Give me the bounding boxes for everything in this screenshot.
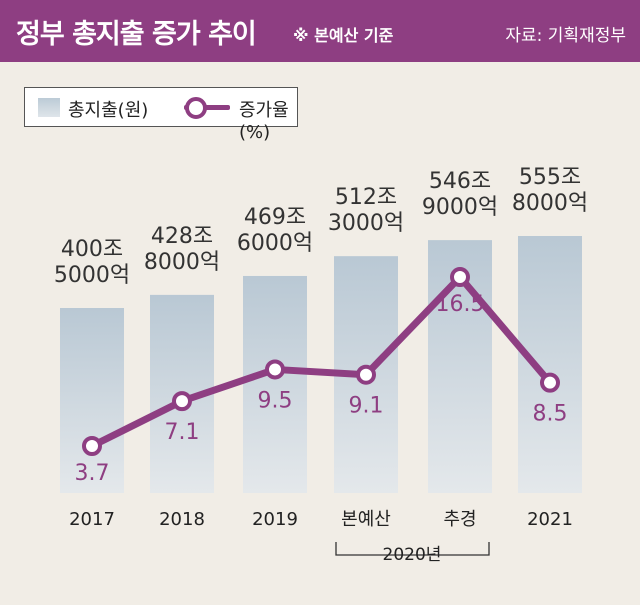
growth-line bbox=[90, 273, 553, 450]
bar-value-label: 8000억 bbox=[144, 250, 220, 275]
line-marker-icon bbox=[185, 97, 207, 119]
chart-source: 자료: 기획재정부 bbox=[505, 26, 626, 46]
growth-value-label: 8.5 bbox=[533, 402, 568, 427]
chart-title: 정부 총지출 증가 추이 bbox=[16, 19, 257, 50]
growth-value-label: 9.1 bbox=[349, 394, 384, 419]
growth-value-label: 7.1 bbox=[165, 420, 200, 445]
bar-value-label: 512조 bbox=[335, 185, 397, 210]
bar-value-label: 3000억 bbox=[328, 211, 404, 236]
growth-value-label: 9.5 bbox=[258, 388, 293, 413]
chart-note: ※ 본예산 기준 bbox=[293, 26, 394, 45]
growth-point-3 bbox=[356, 364, 376, 385]
bar-value-label: 546조 bbox=[429, 169, 491, 194]
legend-bar-label: 총지출(원) bbox=[68, 100, 149, 121]
bar-value-label: 555조 bbox=[519, 165, 581, 190]
growth-point-4 bbox=[450, 267, 470, 288]
category-label: 본예산 bbox=[341, 509, 391, 530]
growth-point-2 bbox=[265, 359, 285, 380]
bar-0 bbox=[60, 308, 124, 493]
category-label: 2019 bbox=[252, 509, 298, 530]
line-swatch-icon bbox=[184, 105, 230, 110]
growth-point-0 bbox=[82, 436, 102, 456]
group-bracket bbox=[335, 542, 490, 556]
bar-value-label: 6000억 bbox=[237, 231, 313, 256]
category-label: 추경 bbox=[443, 509, 476, 530]
bar-value-label: 469조 bbox=[244, 205, 306, 230]
bar-value-label: 9000억 bbox=[422, 195, 498, 220]
legend-line-label: 증가율(%) bbox=[239, 100, 289, 143]
category-label: 2017 bbox=[69, 509, 115, 530]
category-label: 2018 bbox=[159, 509, 205, 530]
bar-value-label: 8000억 bbox=[512, 191, 588, 216]
growth-point-5 bbox=[540, 372, 560, 393]
growth-point-1 bbox=[172, 391, 192, 412]
growth-value-label: 16.5 bbox=[436, 292, 485, 317]
group-label: 2020년 bbox=[383, 545, 442, 565]
legend: 총지출(원) 증가율(%) bbox=[24, 87, 298, 143]
growth-value-label: 3.7 bbox=[75, 461, 110, 486]
category-label: 2021 bbox=[527, 509, 573, 530]
bar-value-label: 400조 bbox=[61, 237, 123, 262]
bar-swatch-icon bbox=[38, 98, 60, 117]
bar-5 bbox=[518, 236, 582, 493]
header-bar: 정부 총지출 증가 추이 ※ 본예산 기준 자료: 기획재정부 bbox=[0, 0, 640, 62]
bar-value-label: 428조 bbox=[151, 224, 213, 249]
bar-2 bbox=[243, 275, 307, 493]
bar-value-label: 5000억 bbox=[54, 263, 130, 288]
